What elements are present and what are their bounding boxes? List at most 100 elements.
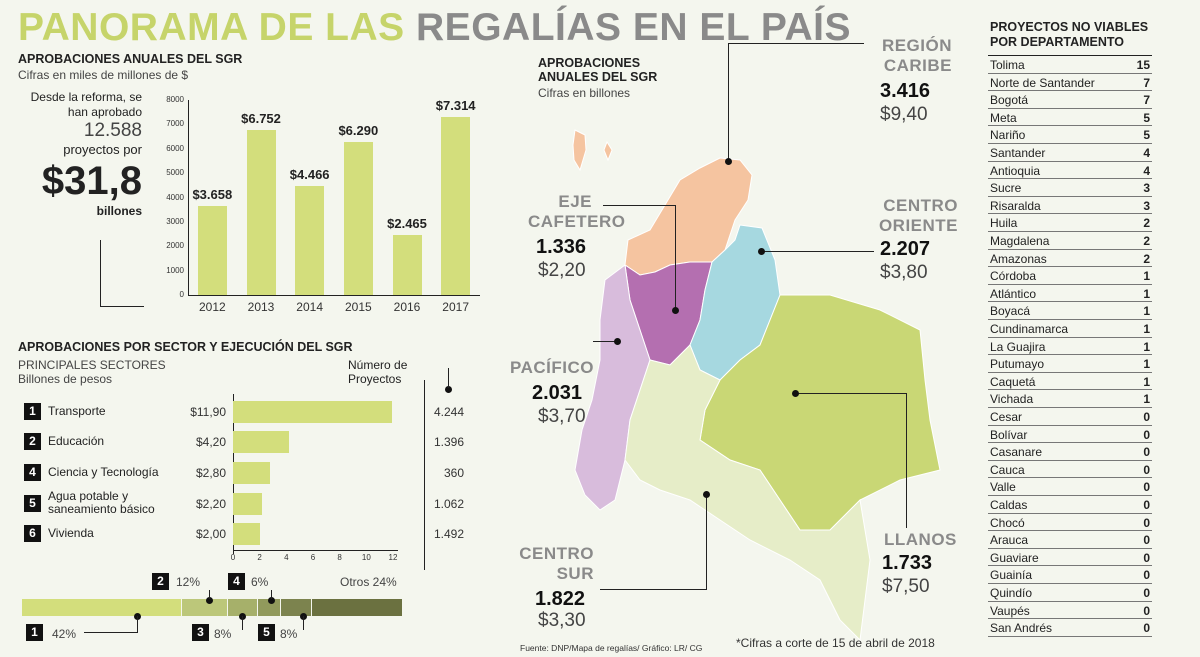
table-cell-count: 0	[1143, 533, 1150, 548]
sector-projects: 1.492	[433, 527, 464, 541]
annual-bar	[343, 141, 373, 295]
table-cell-count: 1	[1143, 286, 1150, 301]
table-cell-department: Guaviare	[990, 550, 1039, 565]
table-row: Atlántico 1	[988, 285, 1152, 303]
region-llanos-count: 1.733	[882, 552, 933, 574]
sector-badge: 5	[24, 495, 41, 512]
summary-line2: han aprobado	[67, 105, 142, 119]
table-cell-count: 1	[1143, 374, 1150, 389]
table-cell-department: Nariño	[990, 128, 1026, 143]
table-cell-count: 4	[1143, 163, 1150, 178]
region-caribe-name: REGIÓN CARIBE	[881, 36, 952, 75]
table-cell-department: Casanare	[990, 445, 1043, 460]
projects-header: Número de Proyectos	[348, 358, 408, 386]
table-cell-department: San Andrés	[990, 621, 1053, 636]
sector-xtick: 8	[337, 553, 342, 562]
map-heading: APROBACIONES ANUALES DEL SGR	[538, 56, 658, 84]
table-cell-department: Valle	[990, 480, 1016, 495]
table-cell-count: 5	[1143, 110, 1150, 125]
table-row: Huila 2	[988, 214, 1152, 232]
region-centro-oriente-amount: $3,80	[880, 262, 928, 283]
annual-ytick: 8000	[166, 95, 184, 104]
sector-xtick: 10	[361, 553, 371, 562]
share-dot-4	[268, 597, 275, 604]
pacifico-line	[593, 341, 617, 342]
sector-xtick: 12	[388, 553, 398, 562]
table-row: Magdalena 2	[988, 232, 1152, 250]
annual-xtick: 2014	[296, 300, 324, 314]
table-cell-department: Atlántico	[990, 286, 1037, 301]
table-cell-count: 0	[1143, 586, 1150, 600]
region-pacifico-name: PACÍFICO	[510, 358, 594, 377]
table-cell-count: 0	[1143, 445, 1150, 460]
table-row: Norte de Santander 7	[988, 74, 1152, 92]
table-cell-department: Tolima	[990, 58, 1025, 72]
sector-badge: 6	[24, 525, 41, 542]
share-badge-2: 2	[152, 573, 169, 590]
share-badge-1: 1	[26, 624, 43, 641]
annual-ytick: 7000	[166, 119, 184, 129]
centro-oriente-line	[762, 251, 874, 252]
table-cell-department: Cesar	[990, 410, 1023, 424]
share-badge-5: 5	[258, 624, 275, 641]
table-row: Caldas 0	[988, 496, 1152, 514]
summary-count: 12.588	[83, 120, 142, 141]
sector-sub2: Billones de pesos	[18, 372, 113, 386]
annual-ytick: 4000	[166, 192, 184, 202]
annual-bar-label: $7.314	[435, 97, 476, 113]
table-cell-count: 7	[1143, 75, 1150, 90]
table-row: Boyacá 1	[988, 302, 1152, 320]
table-row: Caquetá 1	[988, 373, 1152, 391]
summary-unit: billones	[96, 204, 142, 218]
table-row: Bolívar 0	[988, 426, 1152, 444]
table-row: Amazonas 2	[988, 250, 1152, 268]
sector-bar	[233, 523, 260, 545]
annual-x-axis	[188, 295, 480, 296]
table-cell-count: 1	[1143, 304, 1150, 319]
annual-xtick: 2013	[247, 300, 275, 314]
sector-value: $11,90	[190, 405, 226, 419]
table-cell-department: Córdoba	[990, 269, 1037, 284]
sector-bar-chart: 1 Transporte $11,90 4.244 2 Educación $4,20 1.3…	[0, 390, 480, 570]
share-line-1h	[84, 632, 138, 633]
annual-ytick: 3000	[166, 216, 184, 226]
table-top-border	[988, 55, 1152, 56]
share-line-1	[137, 616, 138, 632]
sector-badge: 4	[24, 464, 41, 481]
share-dot-2	[206, 597, 213, 604]
sector-bar	[233, 493, 263, 515]
annual-bar-label: $2.465	[387, 215, 427, 231]
table-cell-department: Bogotá	[990, 93, 1029, 108]
share-label-3: 8%	[214, 627, 232, 641]
eje-line-h	[603, 205, 675, 206]
centro-sur-line-h	[600, 589, 707, 590]
table-cell-department: Putumayo	[990, 357, 1045, 372]
summary-amount: $31,8	[41, 159, 142, 203]
table-cell-count: 3	[1143, 198, 1150, 213]
table-row: Risaralda 3	[988, 197, 1152, 215]
table-cell-count: 0	[1143, 603, 1150, 618]
table-row: Vaupés 0	[988, 602, 1152, 620]
table-cell-count: 4	[1143, 146, 1150, 160]
annual-bar-label: $6.752	[241, 111, 281, 127]
region-pacifico-shape	[574, 264, 651, 511]
table-cell-count: 1	[1143, 357, 1150, 372]
region-centro-oriente-count: 2.207	[880, 238, 931, 260]
summary-bracket-h	[100, 306, 144, 307]
projects-divider	[424, 380, 425, 570]
sector-projects: 1.396	[433, 435, 464, 449]
summary-line1: Desde la reforma, se	[30, 90, 142, 104]
share-line-2	[209, 590, 210, 599]
sector-value: $4,20	[195, 435, 226, 449]
sector-value: $2,80	[195, 466, 226, 480]
share-segment	[281, 599, 312, 616]
sector-name: Ciencia y Tecnología	[48, 465, 159, 479]
share-label-otros: Otros 24%	[340, 575, 397, 589]
table-row: Sucre 3	[988, 179, 1152, 197]
table-cell-count: 0	[1143, 498, 1150, 512]
table-row: La Guajira 1	[988, 338, 1152, 356]
share-line-3	[242, 616, 243, 630]
centro-sur-dot	[703, 491, 710, 498]
share-stacked-bar	[22, 599, 403, 616]
annual-subtitle: Cifras en miles de millones de $	[18, 68, 189, 82]
